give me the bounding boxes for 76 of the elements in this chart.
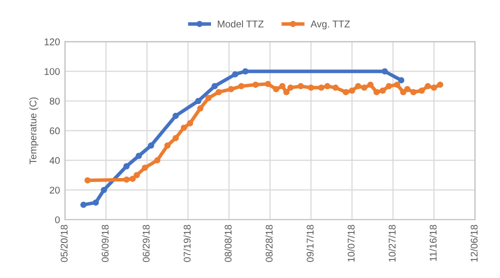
point [148, 142, 154, 149]
point [180, 124, 188, 131]
point [123, 163, 130, 170]
point [197, 105, 204, 112]
x-tick-label: 10/27/18 [388, 224, 396, 262]
point [228, 86, 234, 92]
point [342, 88, 349, 96]
point [212, 83, 218, 90]
point [410, 88, 417, 96]
point [283, 88, 290, 96]
y-axis-title: Temperatue (C) [29, 97, 38, 164]
point [92, 199, 99, 206]
point [437, 82, 444, 88]
point [332, 84, 339, 91]
x-tick-label: 12/06/18 [470, 224, 478, 262]
y-tick-label: 0 [55, 216, 60, 224]
point [273, 86, 280, 92]
y-tick-label: 60 [50, 127, 60, 134]
point [136, 152, 142, 159]
point [424, 83, 431, 90]
legend-label: Model TTZ [218, 20, 264, 28]
x-tick-label: 09/17/18 [306, 224, 314, 262]
y-tick-label: 20 [50, 186, 60, 194]
point [216, 88, 222, 96]
point [418, 88, 425, 94]
point [232, 71, 238, 78]
point [386, 83, 392, 90]
point [373, 88, 380, 96]
point [80, 202, 87, 208]
x-tick-label: 10/07/18 [347, 224, 355, 262]
point [205, 94, 212, 102]
point [172, 134, 179, 142]
point [298, 83, 304, 90]
point [134, 172, 140, 178]
point [348, 88, 356, 94]
point [394, 82, 400, 88]
point [324, 83, 331, 90]
point [430, 84, 438, 91]
point [130, 176, 136, 182]
point [154, 157, 160, 164]
point [195, 98, 202, 104]
point [100, 186, 108, 194]
point [279, 83, 286, 90]
point [242, 68, 249, 74]
x-tick-label: 06/09/18 [101, 224, 109, 262]
point [308, 84, 314, 91]
point [123, 176, 130, 183]
y-tick-label: 40 [50, 157, 60, 164]
x-tick-label: 06/29/18 [142, 224, 150, 262]
point [398, 77, 404, 84]
y-tick-label: 120 [44, 38, 60, 46]
x-tick-label: 08/28/18 [265, 224, 273, 262]
point [361, 84, 368, 91]
point [287, 84, 294, 91]
x-tick-label: 11/16/18 [429, 224, 437, 261]
y-tick-label: 100 [44, 68, 60, 75]
point [380, 88, 386, 94]
point [142, 164, 148, 171]
x-tick-label: 07/19/18 [183, 224, 191, 262]
point [404, 86, 410, 92]
point [382, 68, 388, 74]
point [252, 82, 259, 88]
point [400, 88, 406, 96]
point [264, 80, 272, 88]
point [172, 112, 179, 119]
point [164, 142, 171, 149]
x-tick-label: 08/08/18 [224, 224, 232, 262]
point [186, 120, 194, 126]
point [355, 83, 362, 90]
legend-label: Avg. TTZ [310, 20, 350, 30]
point [318, 84, 324, 91]
point [367, 82, 374, 88]
point [238, 83, 244, 90]
y-tick-label: 80 [50, 98, 60, 105]
x-tick-label: 05/20/18 [60, 224, 68, 262]
point [84, 177, 91, 184]
